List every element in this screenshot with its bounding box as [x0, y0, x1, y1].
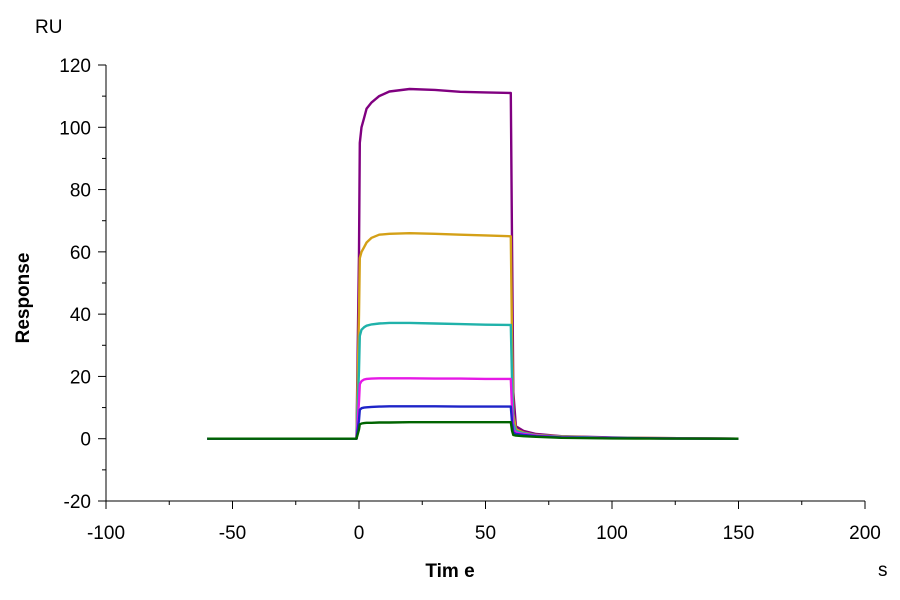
x-tick-label: -100 — [87, 523, 125, 544]
x-unit-label: s — [878, 560, 888, 581]
y-tick-label: 0 — [80, 430, 91, 451]
series-line-1 — [207, 87, 739, 440]
y-unit-label: RU — [35, 17, 62, 38]
series-layer — [207, 87, 739, 440]
y-tick-label: 80 — [70, 181, 91, 202]
y-axis-title: Response — [13, 253, 34, 344]
y-tick-label: 120 — [59, 56, 91, 77]
series-line-2 — [207, 231, 739, 440]
y-tick-label: 20 — [70, 367, 91, 388]
y-tick-label: 60 — [70, 243, 91, 264]
y-tick-label: 40 — [70, 305, 91, 326]
x-tick-label: -50 — [219, 523, 246, 544]
x-tick-label: 0 — [354, 523, 365, 544]
y-tick-label: 100 — [59, 118, 91, 139]
x-tick-label: 50 — [475, 523, 496, 544]
y-tick-label: -20 — [64, 492, 91, 513]
axes-layer — [105, 65, 865, 502]
ticks-layer: -100 -50 0 50 100 150 200 -20 0 20 40 60 80 100 120 — [59, 56, 881, 544]
series-line-4 — [207, 377, 739, 440]
x-tick-label: 200 — [849, 523, 881, 544]
x-axis-title: Tim e — [425, 561, 474, 582]
x-tick-label: 150 — [723, 523, 755, 544]
series-line-6 — [207, 421, 739, 440]
x-tick-label: 100 — [596, 523, 628, 544]
